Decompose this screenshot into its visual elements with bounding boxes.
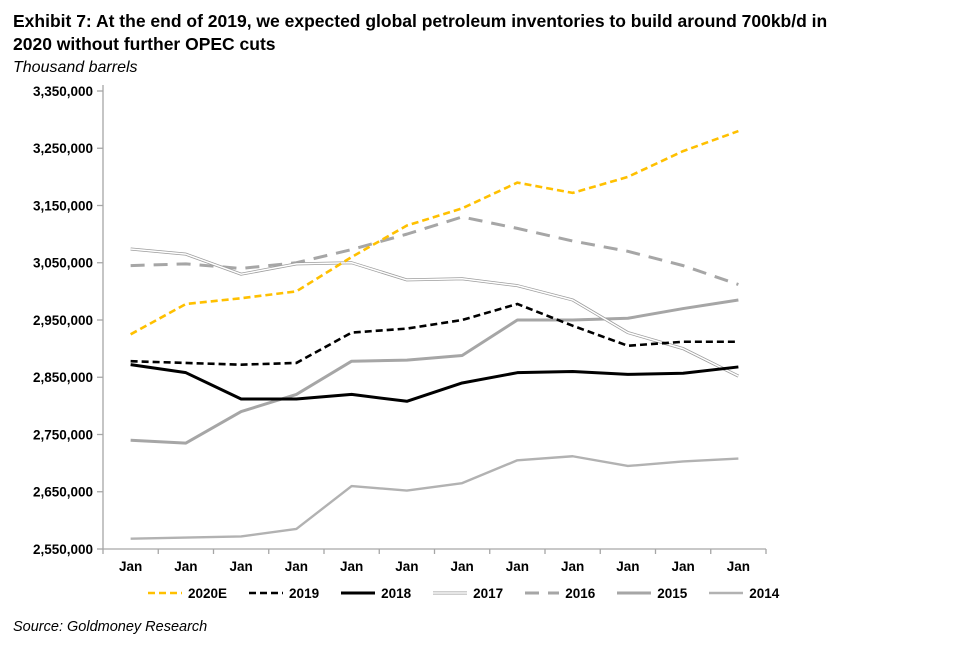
legend-line-swatch <box>617 591 652 595</box>
legend-line-swatch <box>148 591 182 595</box>
chart-title-line2: 2020 without further OPEC cuts <box>13 34 276 54</box>
chart-legend: 2020E 2019 2018 2017 2016 2015 2014 <box>147 581 976 605</box>
legend-label: 2020E <box>188 585 228 601</box>
y-axis-tick-label: 3,050,000 <box>33 256 93 271</box>
legend-item-2014: 2014 <box>708 586 779 601</box>
y-axis-tick-label: 3,350,000 <box>33 84 93 99</box>
y-axis-tick-label: 2,850,000 <box>33 370 93 385</box>
legend-label: 2014 <box>749 585 780 601</box>
legend-item-2018: 2018 <box>340 586 411 601</box>
legend-label: 2017 <box>473 585 504 601</box>
legend-line-swatch <box>249 591 284 595</box>
petroleum-inventories-line-chart: 2,550,000 2,650,000 2,750,000 2,850,000 2,95… <box>33 84 767 574</box>
legend-line-swatch <box>341 591 376 595</box>
legend-label: 2018 <box>381 585 412 601</box>
x-axis-tick-label: Jan <box>340 559 363 574</box>
legend-line-swatch <box>433 591 468 595</box>
chart-header: Exhibit 7: At the end of 2019, we expect… <box>0 0 976 79</box>
x-axis-tick-label: Jan <box>395 559 418 574</box>
x-axis-tick-label: Jan <box>561 559 584 574</box>
x-axis-tick-label: Jan <box>506 559 529 574</box>
legend-line-swatch <box>709 591 744 595</box>
x-axis-tick-label: Jan <box>671 559 694 574</box>
y-axis-tick-label: 3,250,000 <box>33 141 93 156</box>
x-axis-tick-label: Jan <box>285 559 308 574</box>
legend-label: 2019 <box>289 585 320 601</box>
legend-item-2020E: 2020E <box>147 586 227 601</box>
chart-area: 2,550,000 2,650,000 2,750,000 2,850,000 2,95… <box>0 81 976 605</box>
x-axis-tick-label: Jan <box>174 559 197 574</box>
legend-item-2019: 2019 <box>248 586 319 601</box>
x-axis-tick-label: Jan <box>119 559 142 574</box>
legend-label: 2015 <box>657 585 688 601</box>
series-line-2020E <box>129 129 739 336</box>
x-axis-tick-label: Jan <box>229 559 252 574</box>
x-axis-tick-label: Jan <box>450 559 473 574</box>
legend-item-2016: 2016 <box>524 586 595 601</box>
chart-title-line1: Exhibit 7: At the end of 2019, we expect… <box>13 11 828 31</box>
y-axis-tick-label: 2,750,000 <box>33 427 93 442</box>
series-line-2016 <box>130 215 739 286</box>
y-axis-tick-label: 2,550,000 <box>33 542 93 557</box>
chart-units-subtitle: Thousand barrels <box>13 59 138 76</box>
y-axis-tick-label: 3,150,000 <box>33 198 93 213</box>
legend-item-2015: 2015 <box>616 586 687 601</box>
legend-label: 2016 <box>565 585 596 601</box>
legend-line-swatch <box>525 591 560 595</box>
source-note: Source: Goldmoney Research <box>13 619 208 635</box>
y-axis-tick-label: 2,950,000 <box>33 313 93 328</box>
x-axis-tick-label: Jan <box>727 559 750 574</box>
series-line-2015 <box>130 298 739 445</box>
y-axis-tick-label: 2,650,000 <box>33 485 93 500</box>
series-line-2018 <box>130 363 739 403</box>
series-line-2019 <box>130 302 739 366</box>
series-line-2017-inner <box>130 248 739 377</box>
series-line-2014 <box>130 455 739 540</box>
x-axis-tick-label: Jan <box>616 559 639 574</box>
legend-item-2017: 2017 <box>432 586 503 601</box>
